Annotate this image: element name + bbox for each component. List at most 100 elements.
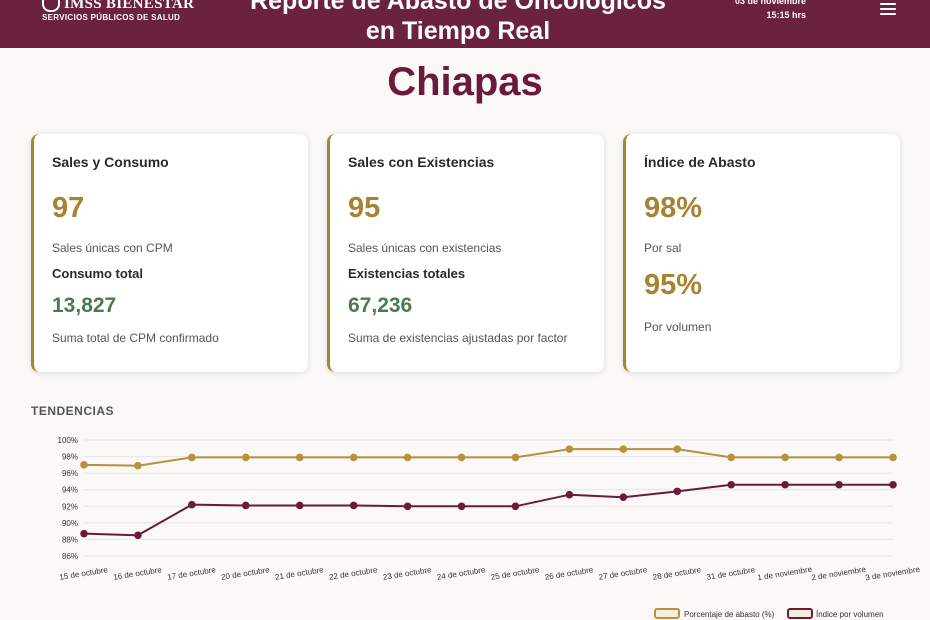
card-sales-existencias: Sales con Existencias 95 Sales únicas co… bbox=[327, 134, 604, 372]
series-1-point bbox=[673, 487, 682, 496]
card-sub-value: 67,236 bbox=[348, 294, 413, 317]
update-timestamp: 03 de noviembre 15:15 hrs bbox=[735, 0, 806, 22]
series-0-point bbox=[727, 453, 735, 462]
series-1-point bbox=[727, 480, 735, 489]
series-0-point bbox=[673, 445, 682, 453]
x-tick-label: 26 de octubre bbox=[544, 565, 594, 582]
series-0-point bbox=[619, 445, 628, 453]
series-0-point bbox=[242, 453, 250, 462]
card-title: Sales y Consumo bbox=[52, 154, 169, 170]
card-sub-value: 13,827 bbox=[52, 294, 117, 317]
series-0-point bbox=[188, 453, 196, 462]
y-tick-label: 88% bbox=[62, 535, 78, 544]
series-0-point bbox=[134, 461, 142, 470]
series-1-point bbox=[295, 501, 304, 510]
y-tick-label: 86% bbox=[62, 552, 78, 561]
x-tick-label: 2 de noviembre bbox=[811, 565, 867, 583]
y-tick-label: 100% bbox=[58, 436, 78, 445]
x-tick-label: 23 de octubre bbox=[382, 565, 432, 582]
series-0-point bbox=[80, 461, 88, 469]
card-subtitle: Consumo total bbox=[52, 266, 143, 281]
card-caption: Sales únicas con existencias bbox=[348, 241, 502, 255]
x-tick-label: 24 de octubre bbox=[436, 565, 486, 582]
y-axis-ticks: 86% 88% 90% 92% 94% 96% 98% 100% bbox=[58, 436, 78, 561]
card-caption-2: Por volumen bbox=[644, 320, 712, 334]
y-tick-label: 98% bbox=[62, 453, 78, 462]
series-1-point bbox=[349, 501, 358, 510]
series-0-point bbox=[349, 453, 358, 462]
page-title: Reporte de Abasto de Oncológicos en Tiem… bbox=[200, 0, 716, 46]
card-subtitle: Existencias totales bbox=[348, 266, 466, 281]
hamburger-menu-icon[interactable] bbox=[880, 3, 896, 15]
legend-swatch bbox=[787, 608, 813, 619]
card-title: Índice de Abasto bbox=[644, 154, 756, 170]
x-tick-label: 16 de octubre bbox=[113, 565, 163, 582]
legend-label: Porcentaje de abasto (%) bbox=[684, 610, 775, 619]
series-1-point bbox=[781, 480, 789, 489]
trends-title: TENDENCIAS bbox=[31, 404, 115, 418]
card-indice-abasto: Índice de Abasto 98% Por sal 95% Por vol… bbox=[623, 134, 900, 372]
x-tick-label: 25 de octubre bbox=[490, 565, 540, 582]
card-title: Sales con Existencias bbox=[348, 154, 495, 170]
card-value: 98% bbox=[644, 192, 703, 224]
card-caption: Sales únicas con CPM bbox=[52, 241, 173, 255]
series-0-point bbox=[781, 453, 789, 462]
series-0-point bbox=[565, 445, 574, 453]
x-tick-label: 3 de noviembre bbox=[865, 565, 921, 583]
series-1-point bbox=[80, 529, 88, 538]
series-0-point bbox=[511, 453, 520, 462]
y-tick-label: 92% bbox=[62, 502, 78, 511]
x-tick-label: 15 de octubre bbox=[59, 565, 109, 582]
card-sub-caption: Suma total de CPM confirmado bbox=[52, 331, 219, 345]
trend-chart: 86%88%90%92%94%96%98%100% 15 de octubre 1… bbox=[58, 436, 921, 619]
y-tick-label: 96% bbox=[62, 469, 78, 478]
series-1-point bbox=[565, 490, 574, 499]
series-line-1 bbox=[83, 483, 893, 537]
logo-subtitle: SERVICIOS PÚBLICOS DE SALUD bbox=[42, 13, 181, 22]
x-tick-label: 1 de noviembre bbox=[757, 565, 813, 583]
emblem-icon bbox=[42, 0, 60, 12]
series-1-point bbox=[835, 480, 843, 489]
legend-label: Índice por volumen bbox=[816, 610, 884, 619]
series-line-0 bbox=[83, 448, 893, 467]
x-tick-label: 20 de octubre bbox=[221, 565, 271, 582]
x-tick-label: 21 de octubre bbox=[274, 565, 324, 582]
series-1-point bbox=[457, 502, 466, 511]
update-date: 03 de noviembre bbox=[734, 0, 806, 6]
y-tick-label: 90% bbox=[62, 519, 78, 528]
card-value: 95 bbox=[348, 192, 381, 224]
y-tick-label: 94% bbox=[62, 486, 78, 495]
series-1-point bbox=[619, 493, 628, 501]
series-1-point bbox=[188, 500, 196, 509]
card-value-2: 95% bbox=[644, 269, 703, 301]
series-1-point bbox=[242, 501, 250, 510]
x-tick-label: 27 de octubre bbox=[598, 565, 648, 582]
legend-swatch bbox=[654, 608, 680, 619]
card-caption: Por sal bbox=[644, 241, 682, 255]
card-value: 97 bbox=[52, 192, 85, 224]
x-axis-ticks: 15 de octubre 16 de octubre 17 de octubre 2… bbox=[59, 565, 921, 583]
top-header: IMSS BIENESTAR SERVICIOS PÚBLICOS DE SAL… bbox=[0, 0, 930, 48]
series-1-point bbox=[403, 502, 412, 511]
region-title: Chiapas bbox=[387, 60, 543, 104]
chart-legend: Porcentaje de abasto (%) Índice por volum… bbox=[654, 608, 884, 619]
series-1-point bbox=[511, 502, 520, 511]
card-sales-consumo: Sales y Consumo 97 Sales únicas con CPM … bbox=[31, 134, 308, 372]
card-sub-caption: Suma de existencias ajustadas por factor bbox=[348, 331, 568, 345]
series-1-point bbox=[134, 531, 142, 540]
x-tick-label: 28 de octubre bbox=[652, 565, 702, 582]
series-0-point bbox=[889, 453, 897, 462]
x-tick-label: 17 de octubre bbox=[167, 565, 217, 582]
page-title-line-1: Reporte de Abasto de Oncológicos bbox=[250, 0, 666, 15]
update-time: 15:15 hrs bbox=[766, 10, 806, 20]
logo-name: IMSS BIENESTAR bbox=[64, 0, 195, 12]
x-tick-label: 31 de octubre bbox=[706, 565, 756, 582]
series-0-point bbox=[295, 453, 304, 462]
series-0-point bbox=[403, 453, 412, 462]
series-0-point bbox=[835, 453, 843, 462]
series-1-point bbox=[889, 480, 897, 489]
chart-series bbox=[80, 445, 897, 540]
x-tick-label: 22 de octubre bbox=[328, 565, 378, 582]
page-title-line-2: en Tiempo Real bbox=[365, 17, 551, 45]
series-0-point bbox=[457, 453, 466, 462]
